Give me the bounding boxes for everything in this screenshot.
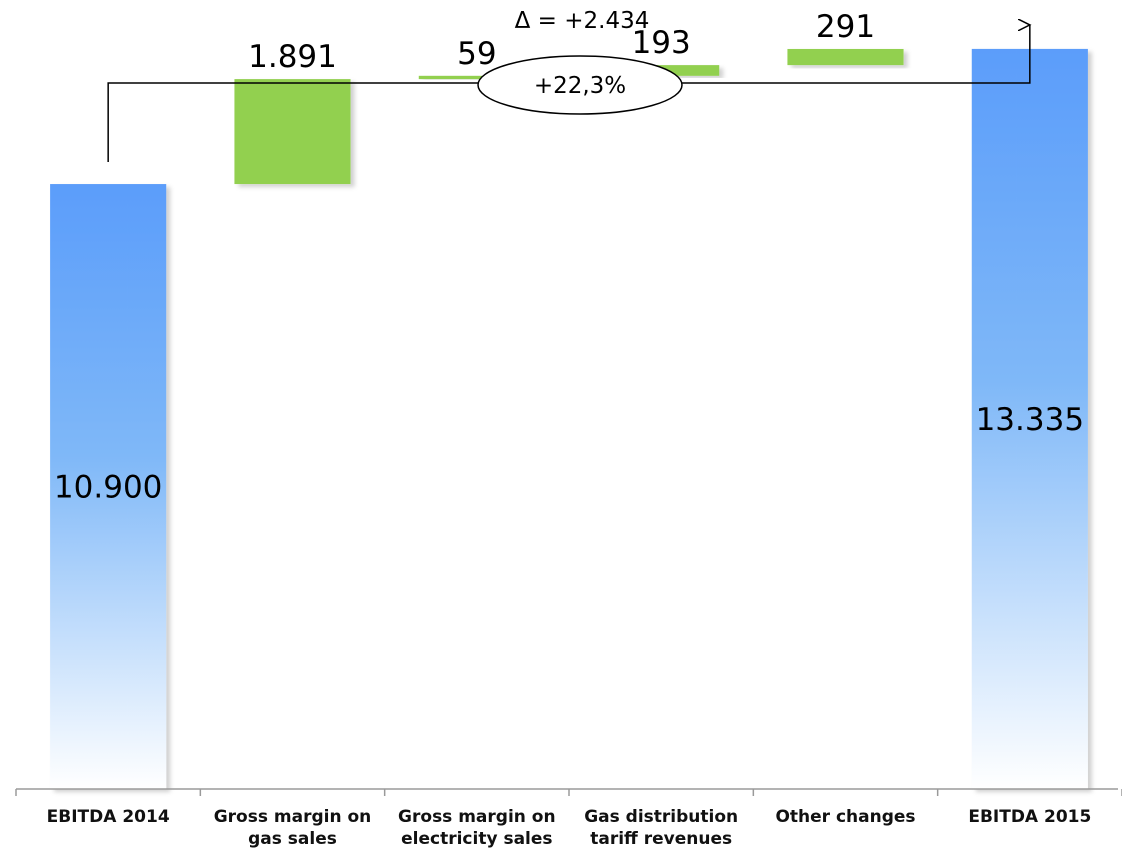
bar-1 bbox=[234, 79, 351, 185]
value-label-2: 59 bbox=[457, 36, 496, 72]
x-axis bbox=[15, 788, 1122, 796]
value-label-3: 193 bbox=[632, 25, 691, 61]
bars bbox=[50, 48, 1088, 790]
percent-label: +22,3% bbox=[534, 73, 626, 99]
category-label-5: EBITDA 2015 bbox=[968, 807, 1091, 827]
percent-ellipse bbox=[477, 55, 683, 115]
value-labels: 10.900 1.891 59 193 291 13.335 bbox=[54, 9, 1084, 506]
category-labels: EBITDA 2014 Gross margin on gas sales Gross… bbox=[47, 807, 1092, 849]
value-label-0: 10.900 bbox=[54, 470, 162, 506]
category-label-3: Gas distribution tariff revenues bbox=[584, 807, 738, 849]
bar-5 bbox=[971, 48, 1088, 790]
delta-annotation: Δ = +2.434 +22,3% bbox=[107, 8, 1030, 163]
value-label-1: 1.891 bbox=[248, 39, 337, 75]
delta-label: Δ = +2.434 bbox=[515, 8, 650, 34]
bar-0 bbox=[50, 184, 167, 790]
category-label-2: Gross margin on electricity sales bbox=[398, 807, 556, 849]
bar-4 bbox=[787, 48, 904, 66]
value-label-5: 13.335 bbox=[976, 402, 1084, 438]
category-label-1: Gross margin on gas sales bbox=[214, 807, 372, 849]
value-label-4: 291 bbox=[816, 9, 875, 45]
category-label-0: EBITDA 2014 bbox=[47, 807, 170, 827]
category-label-4: Other changes bbox=[775, 807, 915, 827]
bar-2 bbox=[418, 75, 535, 80]
